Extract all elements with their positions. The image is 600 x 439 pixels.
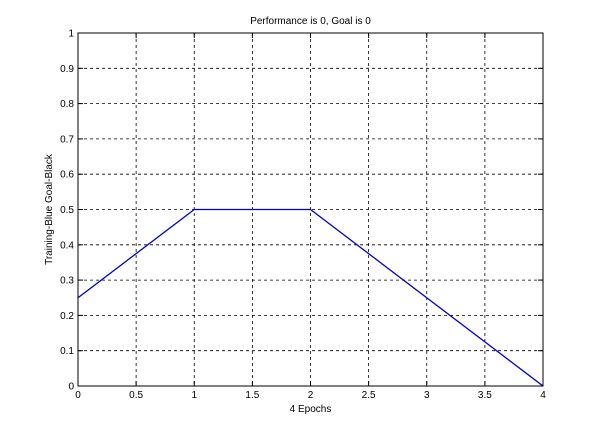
x-axis-label: 4 Epochs [290, 404, 332, 415]
training-series-line [77, 208, 544, 387]
y-axis-label: Training-Blue Goal-Black [44, 153, 55, 265]
chart-title: Performance is 0, Goal is 0 [250, 16, 371, 27]
series-layer [77, 208, 544, 387]
y-tick-label: 0.6 [60, 170, 74, 181]
x-tick-label: 0 [75, 390, 81, 401]
y-tick-label: 0.8 [60, 99, 74, 110]
x-tick-label: 0.5 [129, 390, 143, 401]
x-tick-label: 1.5 [245, 390, 259, 401]
x-tick-label: 2 [308, 390, 314, 401]
x-tick-label: 3 [424, 390, 430, 401]
ticks: 0 0.5 1 1.5 2 2.5 3 3.5 4 0 0.1 0.2 0.3 0.4 0.5 0.6 0.7 0… [60, 29, 546, 402]
y-tick-label: 0.5 [60, 205, 74, 216]
x-tick-label: 4 [540, 390, 546, 401]
y-tick-label: 0.4 [60, 240, 74, 251]
y-tick-label: 0.7 [60, 134, 74, 145]
y-tick-label: 0 [68, 382, 74, 393]
y-tick-label: 0.3 [60, 276, 74, 287]
y-tick-label: 1 [68, 29, 74, 40]
x-tick-label: 1 [191, 390, 197, 401]
y-tick-label: 0.1 [60, 346, 74, 357]
y-tick-label: 0.9 [60, 64, 74, 75]
grid [78, 33, 543, 386]
x-tick-label: 2.5 [362, 390, 376, 401]
x-tick-label: 3.5 [478, 390, 492, 401]
y-tick-label: 0.2 [60, 311, 74, 322]
